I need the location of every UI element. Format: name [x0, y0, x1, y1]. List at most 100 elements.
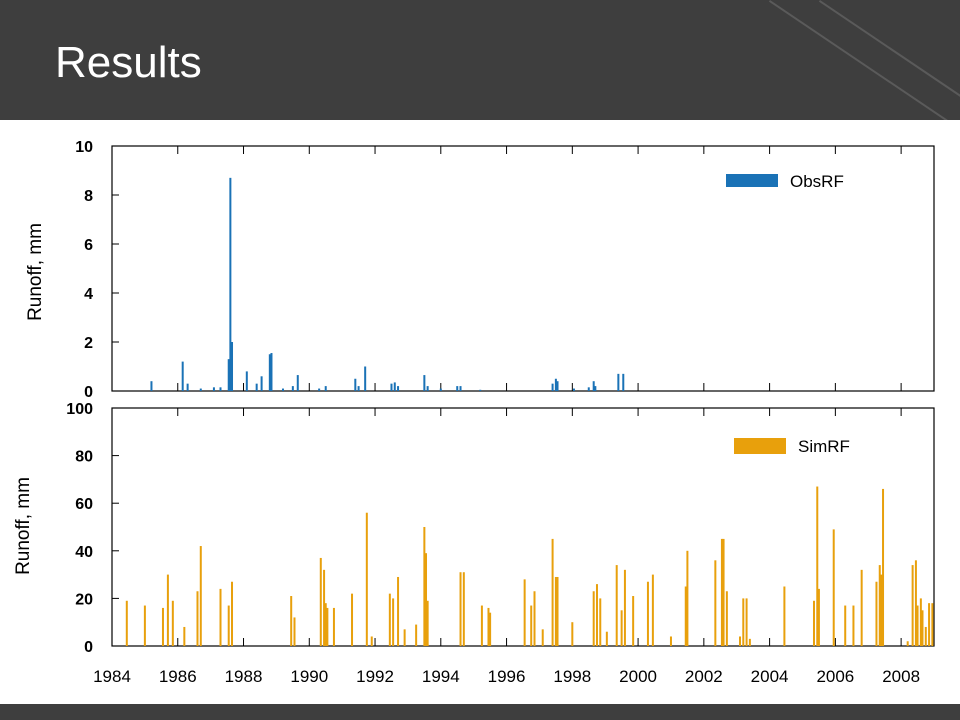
- sim-bar: [489, 612, 492, 646]
- sim-bar: [365, 512, 368, 646]
- sim-y-axis-label: Runoff, mm: [13, 477, 34, 575]
- sim-bar: [351, 593, 354, 646]
- obs-legend-label: ObsRF: [790, 172, 844, 191]
- sim-bar: [523, 579, 526, 646]
- sim-bar: [921, 610, 924, 646]
- sim-bar: [388, 593, 391, 646]
- obs-x-tick-marks: [111, 146, 902, 391]
- sim-bar: [392, 598, 395, 646]
- obs-runoff-chart: 0 2 4 6 8 10 Runoff, mm ObsRF: [25, 139, 935, 401]
- sim-bar: [714, 560, 717, 646]
- sim-bar: [370, 636, 373, 646]
- sim-bar: [615, 565, 618, 646]
- sim-bar: [533, 591, 536, 646]
- sim-bar: [812, 600, 815, 646]
- sim-bar: [595, 584, 598, 646]
- sim-bar: [459, 572, 462, 646]
- obs-bar: [354, 378, 357, 391]
- obs-y-axis-label: Runoff, mm: [25, 223, 46, 321]
- obs-bar: [186, 383, 189, 391]
- sim-bar: [817, 588, 820, 646]
- obs-bars: [150, 177, 625, 391]
- sim-bar: [592, 591, 595, 646]
- obs-bar: [617, 373, 620, 391]
- obs-bar: [357, 386, 360, 391]
- sim-bar: [745, 598, 748, 646]
- sim-x-tick-label: 1994: [422, 667, 460, 686]
- obs-y-tick-label: 2: [84, 335, 93, 352]
- sim-x-tick-label: 2004: [751, 667, 789, 686]
- obs-bar: [281, 388, 284, 391]
- sim-y-ticks: 0 20 40 60 80 100: [66, 401, 119, 656]
- obs-bar: [270, 353, 273, 391]
- sim-bar: [684, 586, 687, 646]
- sim-bar: [914, 560, 917, 646]
- sim-y-tick-label: 0: [84, 639, 93, 656]
- sim-bar: [571, 622, 574, 646]
- obs-bar: [291, 386, 294, 391]
- obs-bar: [554, 378, 557, 391]
- sim-bar: [290, 596, 293, 646]
- sim-x-tick-label: 1984: [93, 667, 131, 686]
- obs-bar: [255, 383, 258, 391]
- obs-y-tick-label: 8: [84, 188, 93, 205]
- sim-bar: [425, 553, 428, 646]
- sim-bar: [880, 574, 883, 646]
- header-decoration-line: [818, 0, 960, 120]
- sim-bar: [319, 557, 322, 646]
- sim-legend-label: SimRF: [798, 437, 850, 456]
- sim-x-tick-label: 1986: [159, 667, 197, 686]
- sim-bar: [183, 626, 186, 646]
- runoff-chart-area: 0 2 4 6 8 10 Runoff, mm ObsRF 0 20 40 60 80 100 19…: [13, 139, 935, 686]
- obs-y-tick-label: 6: [84, 237, 93, 254]
- obs-bar: [219, 387, 222, 391]
- obs-bar: [150, 381, 153, 391]
- sim-bar: [480, 605, 483, 646]
- sim-bar: [554, 576, 557, 646]
- sim-legend: SimRF: [734, 437, 850, 456]
- obs-bar: [318, 388, 321, 391]
- sim-bar: [916, 605, 919, 646]
- sim-bar: [332, 607, 335, 646]
- sim-bar: [783, 586, 786, 646]
- sim-x-tick-label: 2000: [619, 667, 657, 686]
- obs-bar: [459, 386, 462, 391]
- sim-bar: [919, 598, 922, 646]
- slide-title: Results: [55, 38, 202, 87]
- sim-bar: [166, 574, 169, 646]
- obs-bar: [181, 361, 184, 391]
- obs-legend-swatch: [726, 174, 778, 187]
- obs-legend: ObsRF: [726, 172, 844, 191]
- sim-bars: [125, 486, 934, 646]
- sim-y-tick-label: 80: [75, 449, 93, 466]
- obs-bar: [479, 389, 482, 391]
- obs-y-tick-label: 4: [84, 286, 93, 303]
- sim-y-tick-label: 40: [75, 544, 93, 561]
- sim-bar: [397, 576, 400, 646]
- sim-bar: [323, 569, 326, 646]
- sim-bar: [426, 600, 429, 646]
- sim-x-tick-label: 2002: [685, 667, 723, 686]
- sim-bar: [748, 638, 751, 646]
- obs-bar: [622, 373, 625, 391]
- sim-bar: [686, 550, 689, 646]
- sim-bar: [143, 605, 146, 646]
- sim-bar: [605, 631, 608, 646]
- sim-bar: [906, 641, 909, 646]
- obs-bar: [229, 177, 232, 391]
- sim-bar: [487, 607, 490, 646]
- sim-bar: [669, 636, 672, 646]
- sim-bar: [722, 538, 725, 646]
- obs-bar: [260, 376, 263, 391]
- sim-x-ticks: 1984 1986 1988 1990 1992 1994 1996 1998 2000 2002…: [93, 408, 920, 686]
- sim-x-tick-label: 1996: [488, 667, 526, 686]
- sim-y-tick-label: 20: [75, 591, 93, 608]
- sim-bar: [924, 626, 927, 646]
- sim-bar: [599, 598, 602, 646]
- obs-y-tick-label: 0: [84, 384, 93, 401]
- sim-bar: [620, 610, 623, 646]
- obs-y-ticks: 0 2 4 6 8 10: [75, 139, 119, 401]
- sim-bar: [293, 617, 296, 646]
- sim-bar: [556, 576, 559, 646]
- obs-y-tick-label: 10: [75, 139, 93, 156]
